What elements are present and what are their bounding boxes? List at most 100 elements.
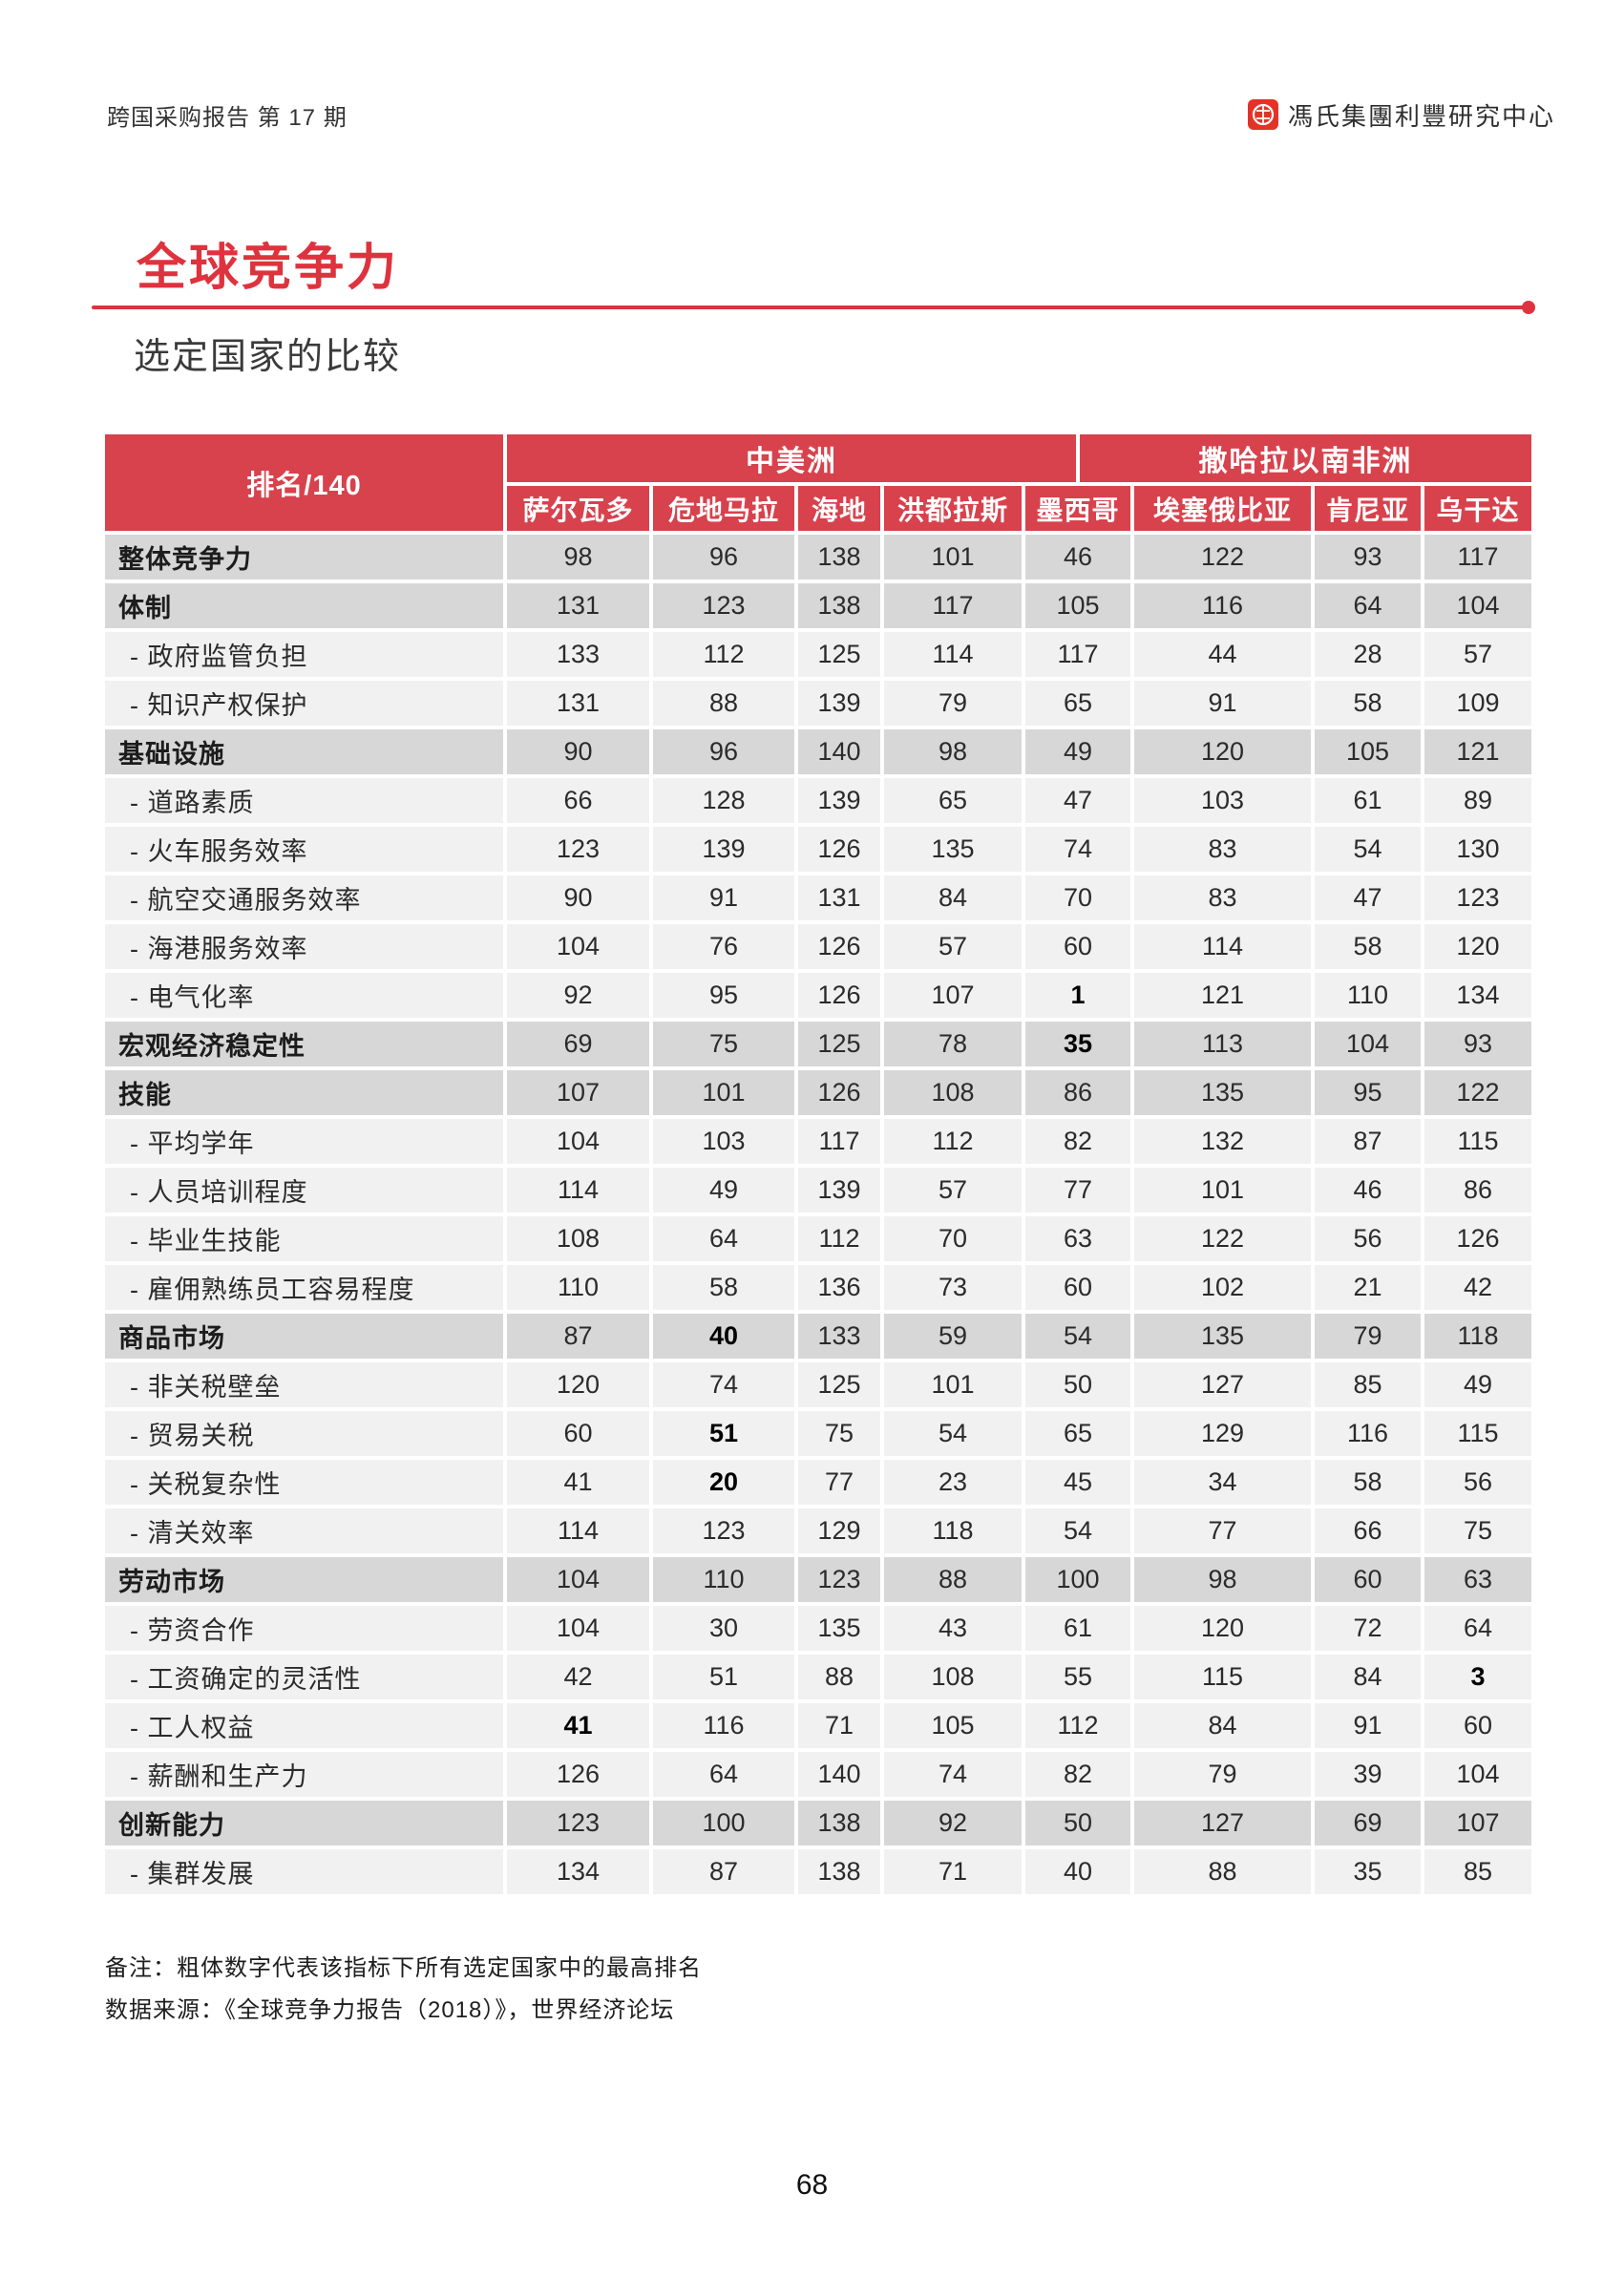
rank-cell: 87 (1315, 1119, 1421, 1164)
rank-cell: 63 (1025, 1216, 1130, 1261)
row-label: 劳动市场 (105, 1557, 503, 1602)
rank-cell: 84 (1315, 1655, 1421, 1699)
rank-cell: 110 (1315, 973, 1421, 1018)
table-row: 体制 131 123 138 117 105 116 64 104 (105, 583, 1531, 628)
rank-cell: 120 (507, 1362, 649, 1407)
rank-cell: 79 (884, 681, 1022, 726)
rank-cell: 86 (1424, 1168, 1531, 1213)
row-label: - 清关效率 (105, 1508, 503, 1553)
row-label: - 知识产权保护 (105, 681, 503, 726)
rank-cell: 54 (1025, 1508, 1130, 1553)
rank-cell: 91 (1134, 681, 1311, 726)
rank-cell: 79 (1134, 1752, 1311, 1797)
row-label: - 劳资合作 (105, 1606, 503, 1651)
rank-cell: 122 (1424, 1070, 1531, 1115)
table-row: - 贸易关税 60 51 75 54 65 129 116 115 (105, 1411, 1531, 1456)
table-row: 劳动市场 104 110 123 88 100 98 60 63 (105, 1557, 1531, 1602)
rank-cell: 101 (884, 535, 1022, 580)
rank-cell: 109 (1424, 681, 1531, 726)
rank-cell: 128 (653, 778, 794, 823)
rank-cell: 122 (1134, 535, 1311, 580)
row-label: - 海港服务效率 (105, 924, 503, 969)
rank-cell: 126 (798, 924, 880, 969)
row-label: 商品市场 (105, 1314, 503, 1359)
column-header-4: 墨西哥 (1025, 486, 1130, 531)
brand-name: 馮氏集團利豐研究中心 (1287, 101, 1555, 131)
rank-cell: 92 (884, 1801, 1022, 1846)
rank-cell: 127 (1134, 1801, 1311, 1846)
rank-cell: 104 (507, 924, 649, 969)
rank-cell: 114 (884, 632, 1022, 677)
rank-cell: 49 (1424, 1362, 1531, 1407)
group-header-sub-saharan-africa: 撒哈拉以南非洲 (1080, 434, 1531, 482)
row-label: - 薪酬和生产力 (105, 1752, 503, 1797)
rank-cell: 102 (1134, 1265, 1311, 1310)
rank-cell: 110 (653, 1557, 794, 1602)
rank-cell: 105 (1025, 583, 1130, 628)
rank-cell: 105 (1315, 729, 1421, 774)
row-label: - 道路素质 (105, 778, 503, 823)
table-row: - 雇佣熟练员工容易程度 110 58 136 73 60 102 21 42 (105, 1265, 1531, 1310)
row-label: - 集群发展 (105, 1849, 503, 1894)
divider-end-dot (1522, 301, 1535, 314)
rank-cell: 58 (1315, 1460, 1421, 1505)
column-header-1: 危地马拉 (653, 486, 794, 531)
rank-cell: 28 (1315, 632, 1421, 677)
rank-cell: 120 (1424, 924, 1531, 969)
rank-cell: 118 (1424, 1314, 1531, 1359)
rank-cell: 139 (653, 827, 794, 872)
rank-cell: 46 (1315, 1168, 1421, 1213)
rank-cell: 123 (507, 1801, 649, 1846)
row-label: 技能 (105, 1070, 503, 1115)
rank-cell: 39 (1315, 1752, 1421, 1797)
rank-cell: 101 (1134, 1168, 1311, 1213)
rank-cell: 125 (798, 1022, 880, 1066)
rank-cell: 42 (507, 1655, 649, 1699)
rank-cell: 60 (1315, 1557, 1421, 1602)
rank-cell: 65 (1025, 1411, 1130, 1456)
rank-cell: 108 (507, 1216, 649, 1261)
rank-cell: 136 (798, 1265, 880, 1310)
row-label: 整体竞争力 (105, 535, 503, 580)
rank-cell: 54 (1315, 827, 1421, 872)
column-header-6: 肯尼亚 (1315, 486, 1421, 531)
row-label: - 雇佣熟练员工容易程度 (105, 1265, 503, 1310)
rank-cell: 126 (798, 1070, 880, 1115)
column-header-0: 萨尔瓦多 (507, 486, 649, 531)
rank-cell: 74 (884, 1752, 1022, 1797)
table-row: - 海港服务效率 104 76 126 57 60 114 58 120 (105, 924, 1531, 969)
rank-cell: 100 (1025, 1557, 1130, 1602)
rank-cell: 126 (798, 827, 880, 872)
rank-cell: 107 (884, 973, 1022, 1018)
rank-cell: 23 (884, 1460, 1022, 1505)
rank-cell: 133 (507, 632, 649, 677)
section-title: 全球竞争力 (137, 241, 400, 296)
rank-cell: 60 (507, 1411, 649, 1456)
rank-cell: 64 (1315, 583, 1421, 628)
rank-cell: 78 (884, 1022, 1022, 1066)
rank-cell: 82 (1025, 1752, 1130, 1797)
table-body: 整体竞争力 98 96 138 101 46 122 93 117 体制 131 123 138 117 1… (105, 535, 1531, 1894)
row-label: - 政府监管负担 (105, 632, 503, 677)
rank-cell: 108 (884, 1655, 1022, 1699)
rank-cell: 108 (884, 1070, 1022, 1115)
rank-cell: 57 (884, 924, 1022, 969)
rank-cell: 95 (653, 973, 794, 1018)
rank-cell: 101 (884, 1362, 1022, 1407)
rank-cell: 112 (1025, 1703, 1130, 1748)
rank-cell: 70 (884, 1216, 1022, 1261)
rank-cell: 131 (798, 875, 880, 920)
table-row: - 知识产权保护 131 88 139 79 65 91 58 109 (105, 681, 1531, 726)
rank-cell: 65 (1025, 681, 1130, 726)
rank-cell: 58 (1315, 924, 1421, 969)
rank-cell: 58 (653, 1265, 794, 1310)
rank-cell: 105 (884, 1703, 1022, 1748)
rank-cell: 47 (1315, 875, 1421, 920)
page-number: 68 (795, 2169, 829, 2201)
rank-cell: 100 (653, 1801, 794, 1846)
rank-cell: 51 (653, 1655, 794, 1699)
rank-cell: 138 (798, 1849, 880, 1894)
rank-cell: 65 (884, 778, 1022, 823)
fung-group-logo-icon (1247, 99, 1278, 130)
rank-cell: 85 (1315, 1362, 1421, 1407)
